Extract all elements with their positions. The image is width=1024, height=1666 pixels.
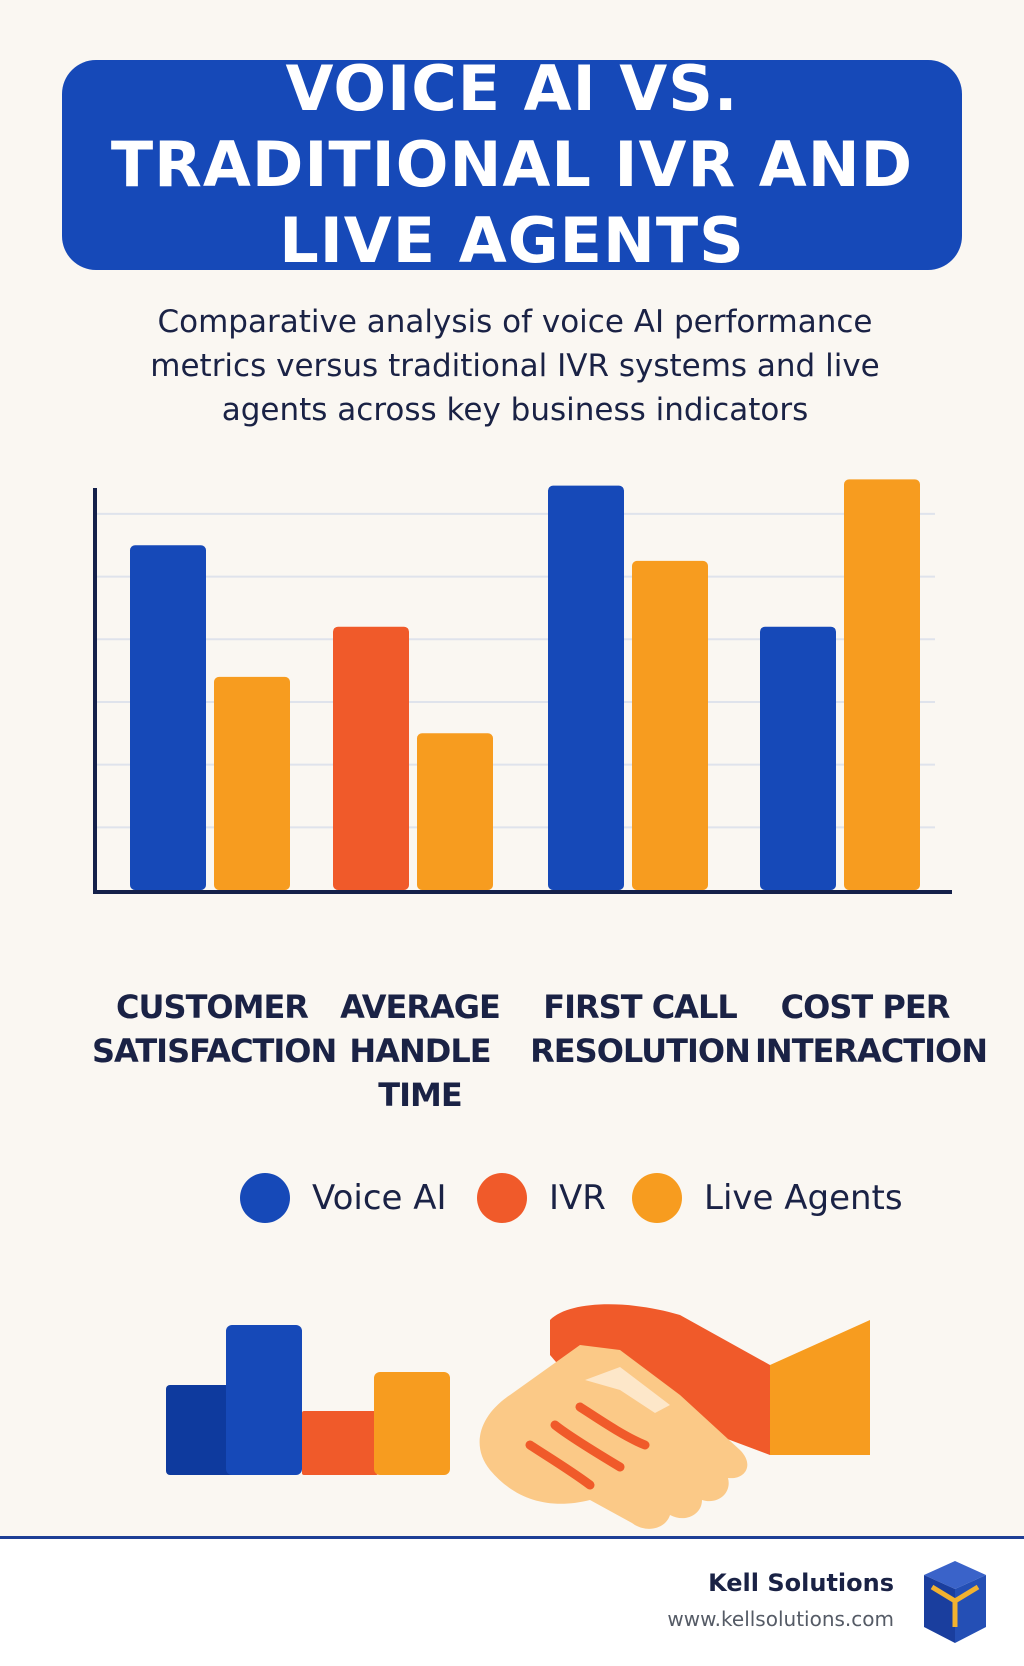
- bar-voice-ai: [130, 545, 206, 890]
- bar-chart: [93, 479, 952, 894]
- footer: Kell Solutions www.kellsolutions.com: [0, 1539, 1024, 1666]
- brand-name: Kell Solutions: [708, 1569, 894, 1597]
- chart-legend: Voice AI IVR Live Agents: [0, 1168, 1024, 1228]
- bar-live-agents: [632, 560, 708, 890]
- bar-live-agents: [417, 733, 493, 890]
- legend-swatch: [632, 1173, 682, 1223]
- chart-title: VOICE AI VS. TRADITIONAL IVR AND LIVE AG…: [110, 52, 914, 277]
- legend-swatch: [240, 1173, 290, 1223]
- title-banner: VOICE AI VS. TRADITIONAL IVR AND LIVE AG…: [62, 52, 962, 277]
- category-label: COST PER INTERACTION: [755, 988, 988, 1070]
- category-label: CUSTOMER SATISFACTION: [92, 988, 337, 1070]
- legend-label: IVR: [549, 1178, 606, 1218]
- legend-item-voice-ai: Voice AI: [240, 1168, 447, 1228]
- category-label: FIRST CALL RESOLUTION: [530, 988, 751, 1070]
- cube-logo-icon: [924, 1561, 986, 1643]
- brand-url[interactable]: www.kellsolutions.com: [667, 1607, 894, 1631]
- bar-ivr: [333, 626, 409, 890]
- category-label: AVERAGE HANDLE TIME: [340, 988, 501, 1114]
- legend-label: Live Agents: [704, 1178, 903, 1218]
- footer-divider: [0, 1536, 1024, 1539]
- bar-live-agents: [214, 676, 290, 890]
- handshake-icon: [479, 1304, 870, 1529]
- legend-swatch: [477, 1173, 527, 1223]
- legend-label: Voice AI: [312, 1178, 447, 1218]
- chart-subtitle: Comparative analysis of voice AI perform…: [150, 304, 880, 428]
- legend-item-live-agents: Live Agents: [632, 1168, 903, 1228]
- legend-item-ivr: IVR: [477, 1168, 606, 1228]
- bar-live-agents: [844, 479, 920, 890]
- bar-voice-ai: [548, 485, 624, 890]
- bar-voice-ai: [760, 626, 836, 890]
- bar-chart-icon: [166, 1325, 450, 1475]
